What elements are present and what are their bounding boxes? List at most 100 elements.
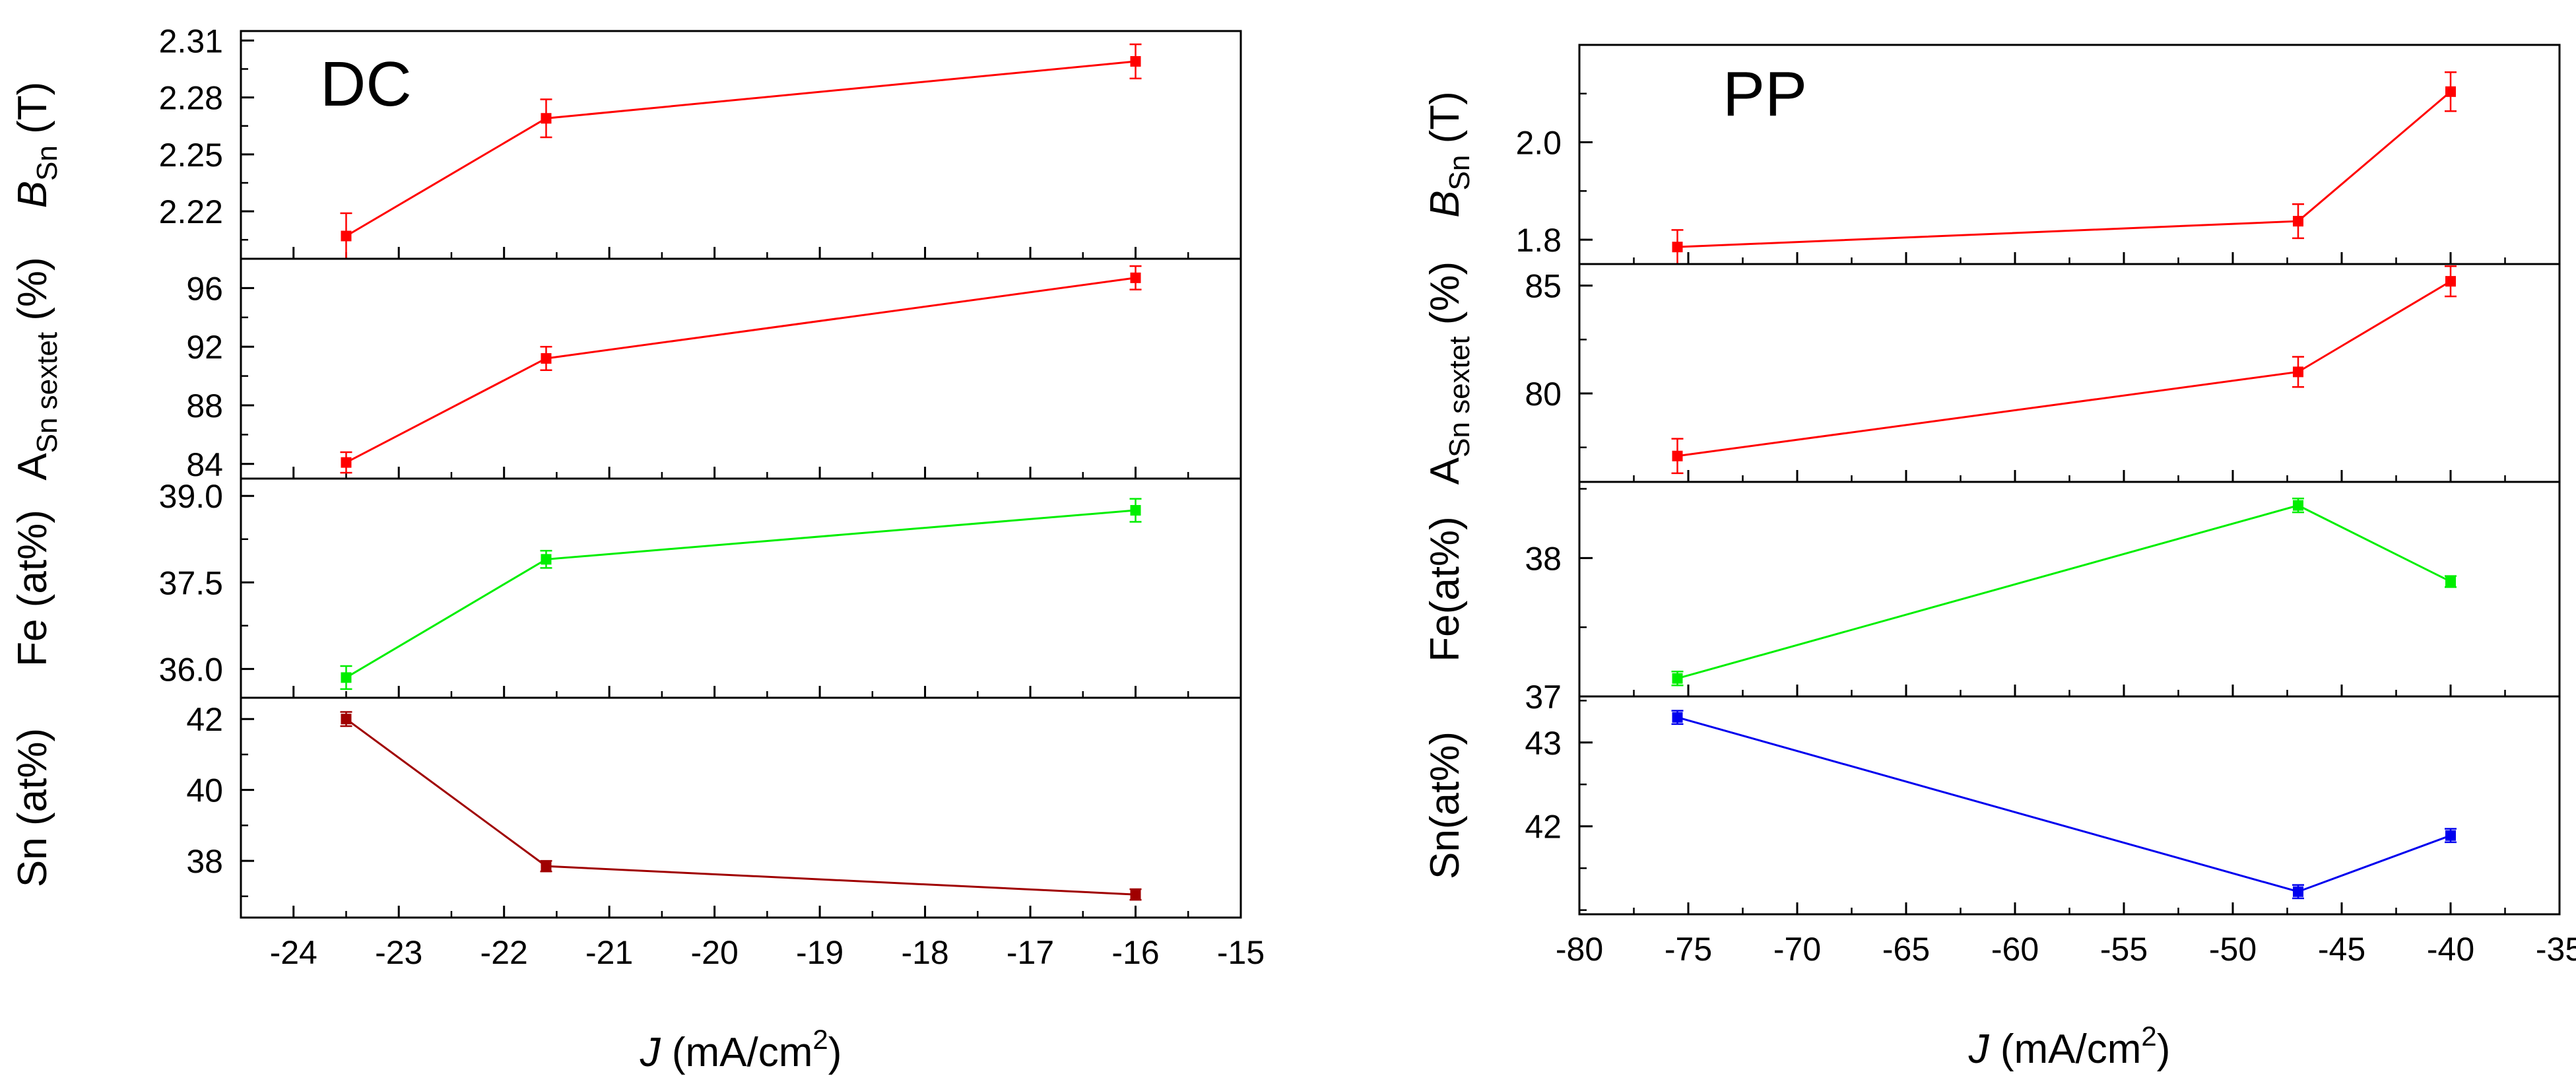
chart-dc: 2.22 2.25 2.28 2.31 BSn (T) 84 88 92 96 ASn sexte… — [10, 22, 1265, 1075]
series-line — [345, 60, 1136, 237]
y-tick-label: 92 — [186, 329, 223, 366]
data-point — [1130, 56, 1141, 67]
x-tick-label: -22 — [480, 934, 528, 971]
y-tick-label: 96 — [186, 270, 223, 307]
y-label-sub: Sn sextet — [31, 332, 63, 453]
y-axis-label: Sn(at%) — [1422, 731, 1468, 879]
panel-label: DC — [320, 49, 412, 119]
series-line — [345, 718, 1136, 896]
subplot-sn: 38 40 42 Sn (at%) — [10, 696, 1242, 919]
data-point — [1130, 889, 1141, 900]
y-label-sub: Sn sextet — [1443, 336, 1476, 457]
x-tick-label: -60 — [1991, 931, 2039, 968]
x-tick-label: -24 — [270, 934, 317, 971]
panel-label: PP — [1723, 59, 1807, 129]
y-label-main: B — [1422, 190, 1468, 217]
y-axis-label: ASn sextet (%) — [10, 257, 63, 480]
plot-frame — [1578, 695, 2561, 916]
x-label-suffix: ) — [2157, 1026, 2171, 1072]
y-tick-label: 1.8 — [1515, 222, 1562, 259]
series-line — [345, 277, 1136, 463]
data-point — [1672, 450, 1683, 461]
x-tick-label: -65 — [1882, 931, 1930, 968]
y-tick-label: 42 — [186, 701, 223, 738]
data-point — [341, 714, 352, 725]
series-line — [1677, 504, 2451, 680]
x-tick-label: -15 — [1217, 934, 1265, 971]
y-tick-label: 88 — [186, 387, 223, 424]
subplot-b-sn: 1.8 2.0 BSn (T) — [1422, 44, 2561, 265]
y-label-sub: Sn — [1443, 155, 1476, 191]
y-tick-label: 2.28 — [159, 80, 223, 117]
data-point — [2293, 500, 2303, 511]
data-point — [2293, 216, 2303, 227]
plot-frame — [240, 257, 1242, 480]
data-point — [341, 672, 352, 683]
data-point — [2445, 830, 2456, 841]
x-tick-label: -75 — [1665, 931, 1712, 968]
data-point — [541, 353, 552, 364]
y-tick-label: 85 — [1525, 268, 1562, 305]
data-point — [341, 230, 352, 242]
data-point — [2445, 86, 2456, 97]
y-tick-label: 2.31 — [159, 22, 223, 59]
data-point — [541, 113, 552, 124]
plot-frame — [240, 477, 1242, 699]
y-axis-label: Fe(at%) — [1422, 516, 1468, 661]
y-axis-label: BSn (T) — [1422, 91, 1476, 218]
y-tick-label: 38 — [1525, 540, 1562, 577]
x-label-unit: (mA/cm — [661, 1030, 813, 1075]
y-label-main: A — [10, 453, 55, 481]
plot-frame — [240, 696, 1242, 919]
x-tick-label: -70 — [1773, 931, 1821, 968]
y-axis-label: Fe (at%) — [10, 510, 55, 667]
y-tick-label: 42 — [1525, 809, 1562, 846]
x-label-var: J — [640, 1030, 661, 1075]
x-axis-label: J (mA/cm2) — [1968, 1021, 2171, 1072]
subplot-fe: 37 38 Fe(at%) — [1422, 481, 2561, 716]
x-tick-label: -50 — [2209, 931, 2257, 968]
subplot-a-sn-sextet: 84 88 92 96 ASn sextet (%) — [10, 257, 1242, 483]
x-tick-label: -23 — [375, 934, 422, 971]
y-axis-label: Sn (at%) — [10, 728, 55, 887]
x-label-suffix: ) — [828, 1030, 842, 1075]
x-tick-label: -21 — [585, 934, 633, 971]
data-point — [341, 457, 352, 468]
data-point — [2445, 276, 2456, 287]
y-tick-label: 80 — [1525, 376, 1562, 413]
subplot-a-sn-sextet: 80 85 ASn sextet (%) — [1422, 261, 2561, 485]
x-tick-label: -40 — [2427, 931, 2474, 968]
y-tick-label: 43 — [1525, 725, 1562, 762]
data-point — [1130, 272, 1141, 283]
y-tick-label: 2.25 — [159, 137, 223, 174]
y-label-suffix: (T) — [10, 82, 55, 145]
subplot-b-sn: 2.22 2.25 2.28 2.31 BSn (T) — [10, 22, 1242, 260]
x-tick-label: -80 — [1556, 931, 1603, 968]
x-tick-label: -20 — [690, 934, 738, 971]
x-label-unit: (mA/cm — [1989, 1026, 2142, 1072]
data-point — [1672, 712, 1683, 723]
data-point — [1672, 242, 1683, 253]
series-line — [1677, 280, 2451, 457]
x-tick-label: -55 — [2100, 931, 2148, 968]
series-line — [345, 509, 1136, 679]
x-tick-label: -35 — [2536, 931, 2576, 968]
y-tick-label: 40 — [186, 772, 223, 809]
y-tick-label: 39.0 — [159, 478, 223, 515]
y-tick-label: 2.0 — [1515, 125, 1562, 162]
y-tick-label: 37.5 — [159, 564, 223, 601]
x-tick-label: -16 — [1111, 934, 1159, 971]
series-line — [1677, 716, 2451, 893]
y-label-suffix: (T) — [1422, 91, 1468, 154]
x-axis-label: J (mA/cm2) — [640, 1024, 842, 1075]
y-tick-label: 38 — [186, 843, 223, 880]
y-tick-label: 37 — [1525, 679, 1562, 716]
x-label-sup: 2 — [2141, 1021, 2156, 1052]
y-tick-label: 84 — [186, 446, 223, 483]
data-point — [2293, 366, 2303, 378]
data-point — [1130, 505, 1141, 516]
y-label-suffix: (%) — [10, 257, 55, 332]
y-label-main: B — [10, 181, 55, 208]
x-label-var: J — [1968, 1026, 1990, 1072]
